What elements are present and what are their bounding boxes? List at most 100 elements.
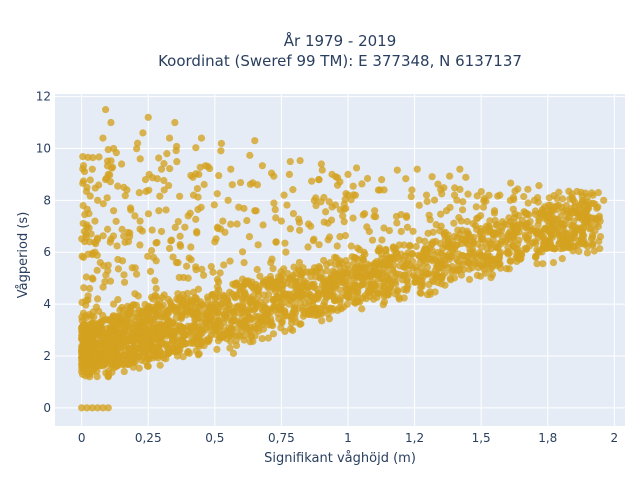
data-point bbox=[458, 236, 466, 244]
x-tick-label: 2 bbox=[611, 431, 619, 445]
data-point bbox=[371, 207, 379, 215]
data-point bbox=[403, 284, 411, 292]
data-point bbox=[127, 357, 135, 365]
data-point bbox=[562, 216, 570, 224]
data-point bbox=[116, 343, 124, 351]
data-point bbox=[510, 218, 518, 226]
data-point bbox=[179, 332, 187, 340]
data-point bbox=[296, 299, 304, 307]
data-point bbox=[325, 233, 334, 241]
data-point bbox=[79, 219, 87, 228]
data-point bbox=[130, 335, 138, 344]
data-point bbox=[338, 278, 346, 287]
data-point bbox=[93, 266, 101, 274]
data-point bbox=[533, 260, 541, 268]
data-point bbox=[207, 314, 215, 322]
data-point bbox=[84, 370, 92, 378]
data-point bbox=[417, 289, 425, 297]
data-point bbox=[216, 316, 224, 325]
data-point bbox=[109, 300, 118, 308]
data-point bbox=[83, 404, 91, 412]
data-point bbox=[456, 165, 464, 173]
data-point bbox=[389, 255, 398, 263]
data-point bbox=[351, 264, 359, 272]
data-point bbox=[341, 195, 349, 204]
data-point bbox=[118, 257, 127, 265]
data-point bbox=[93, 373, 101, 381]
data-point bbox=[270, 199, 278, 207]
data-point bbox=[317, 198, 325, 206]
data-point bbox=[469, 219, 477, 228]
data-point bbox=[207, 323, 215, 331]
data-point bbox=[558, 255, 566, 263]
data-point bbox=[432, 263, 441, 271]
data-point bbox=[126, 204, 135, 212]
data-point bbox=[382, 245, 390, 254]
data-point bbox=[151, 277, 159, 285]
data-point bbox=[135, 306, 143, 315]
data-point bbox=[195, 350, 203, 358]
data-point bbox=[241, 332, 249, 340]
data-point bbox=[252, 207, 260, 215]
data-point bbox=[124, 228, 132, 237]
data-point bbox=[537, 231, 545, 239]
data-point bbox=[106, 277, 115, 285]
data-point bbox=[412, 273, 420, 282]
y-tick-label: 0 bbox=[43, 401, 51, 415]
data-point bbox=[107, 334, 115, 342]
data-point bbox=[372, 213, 380, 221]
data-point bbox=[121, 321, 129, 329]
data-point bbox=[235, 331, 243, 339]
data-point bbox=[428, 173, 436, 181]
data-point bbox=[215, 171, 223, 180]
data-point bbox=[384, 262, 392, 270]
data-point bbox=[453, 196, 461, 204]
data-point bbox=[160, 323, 168, 331]
data-point bbox=[148, 226, 156, 234]
data-point bbox=[429, 228, 437, 236]
data-point bbox=[137, 329, 145, 337]
y-tick-label: 4 bbox=[43, 297, 51, 311]
data-point bbox=[386, 278, 394, 286]
data-point bbox=[139, 346, 147, 355]
data-point bbox=[352, 164, 361, 172]
data-point bbox=[134, 313, 142, 321]
data-point bbox=[240, 258, 248, 267]
data-point bbox=[483, 245, 491, 253]
data-point bbox=[317, 160, 325, 168]
data-point bbox=[358, 280, 366, 289]
data-point bbox=[403, 223, 412, 231]
data-point bbox=[172, 146, 180, 155]
data-point bbox=[197, 134, 206, 142]
data-point bbox=[417, 279, 425, 287]
data-point bbox=[129, 349, 137, 357]
data-point bbox=[188, 329, 196, 338]
data-point bbox=[103, 225, 112, 233]
data-point bbox=[130, 301, 138, 309]
data-point bbox=[299, 312, 308, 320]
data-point bbox=[192, 263, 200, 271]
chart-title-line-1: År 1979 - 2019 bbox=[284, 31, 397, 50]
data-point bbox=[305, 300, 313, 309]
data-point bbox=[255, 285, 263, 293]
data-point bbox=[258, 334, 266, 343]
data-point bbox=[569, 196, 577, 204]
data-point bbox=[79, 201, 87, 210]
data-point bbox=[304, 283, 312, 291]
data-point bbox=[238, 309, 246, 317]
data-point bbox=[133, 270, 141, 278]
data-point bbox=[135, 364, 143, 372]
data-point bbox=[264, 334, 272, 342]
data-point bbox=[286, 157, 294, 166]
data-point bbox=[318, 317, 326, 325]
data-point bbox=[586, 218, 594, 227]
data-point bbox=[295, 226, 304, 234]
data-point bbox=[406, 241, 414, 249]
data-point bbox=[270, 172, 278, 180]
data-point bbox=[221, 331, 229, 339]
data-point bbox=[591, 200, 599, 208]
data-point bbox=[181, 223, 189, 231]
data-point bbox=[464, 190, 472, 198]
data-point bbox=[333, 242, 341, 250]
